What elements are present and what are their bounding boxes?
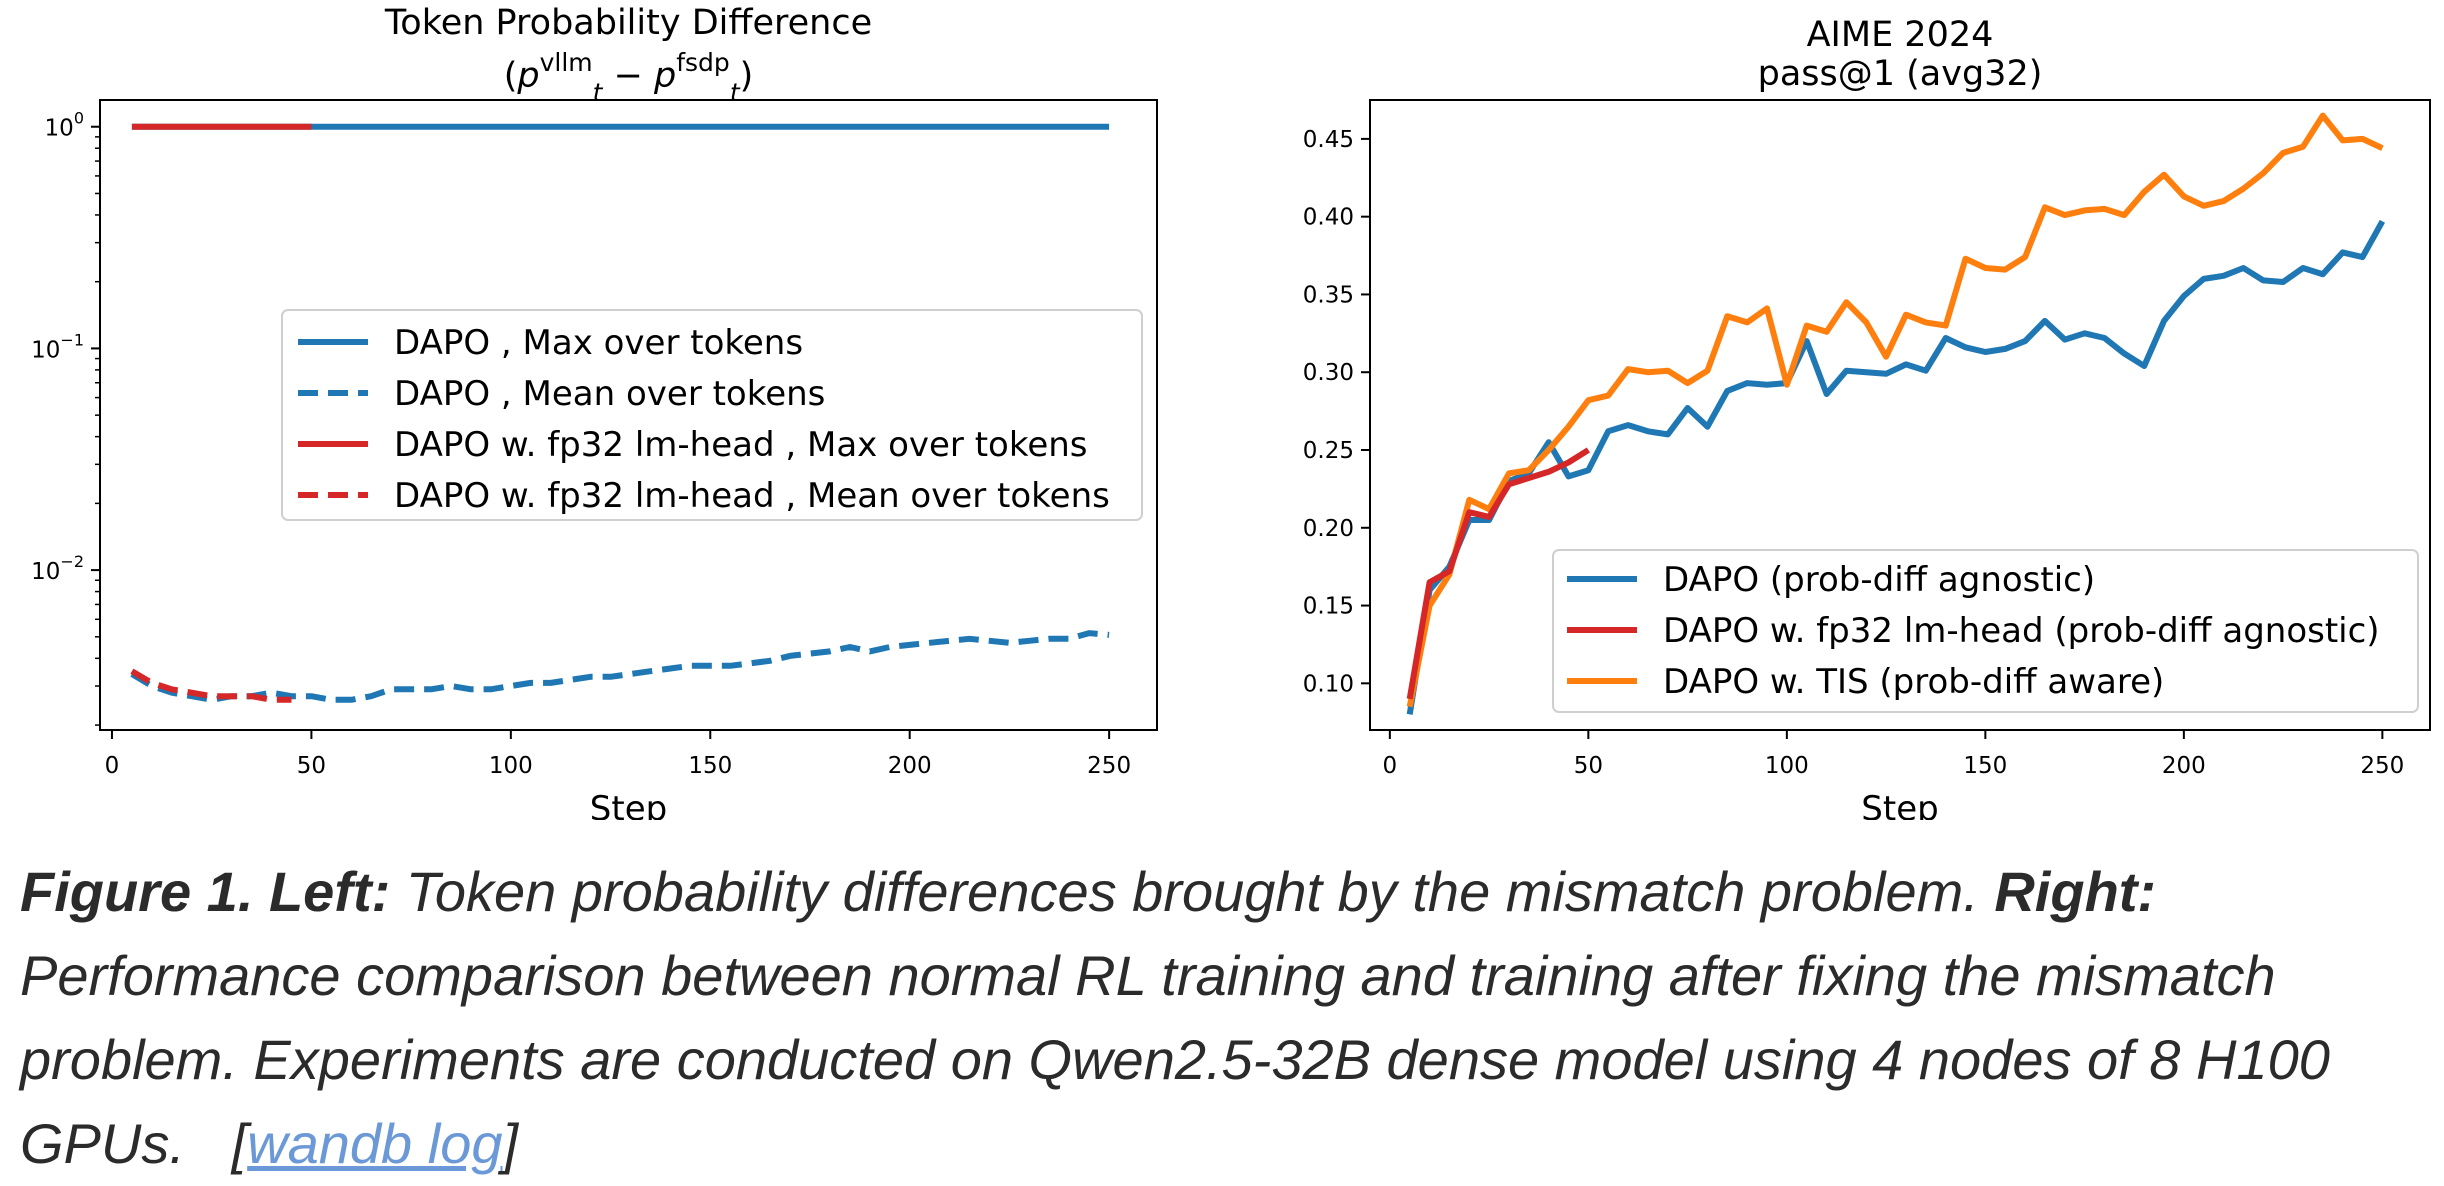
right-plot-frame [1369, 99, 2431, 731]
left-chart-subtitle-part: fsdp [676, 48, 730, 77]
right-series-line-1 [1406, 447, 1590, 700]
left-chart-subtitle-part: p [516, 56, 539, 96]
left-chart-subtitle-part: p [653, 56, 676, 96]
left-x-tick-label: 50 [297, 753, 326, 779]
left-chart: Token Probability Difference(pvllmt − pf… [31, 3, 1158, 820]
right-x-axis-label: Step [1861, 789, 1938, 820]
right-legend [1552, 549, 2419, 713]
right-x-tick-label: 0 [1383, 753, 1398, 779]
left-x-tick-label: 250 [1087, 753, 1131, 779]
right-y-tick-label: 0.20 [1303, 516, 1354, 542]
right-y-tick-label: 0.40 [1303, 205, 1354, 231]
left-y-tick-label: 10−1 [31, 330, 84, 363]
caption-right-text: Performance comparison between normal RL… [20, 944, 2330, 1175]
left-legend-label: DAPO , Max over tokens [394, 323, 803, 363]
left-y-tick-exp: −2 [60, 552, 84, 571]
right-y-tick-label: 0.35 [1303, 282, 1354, 308]
left-series-line-1 [130, 630, 1110, 703]
left-series-line-3 [130, 668, 292, 703]
right-x-tick-label: 200 [2162, 753, 2206, 779]
left-x-tick-label: 100 [489, 753, 533, 779]
left-legend-label: DAPO , Mean over tokens [394, 374, 825, 414]
left-x-tick-label: 200 [888, 753, 932, 779]
left-x-axis-label: Step [590, 789, 667, 820]
right-y-tick-label: 0.30 [1303, 360, 1354, 386]
left-chart-subtitle-part: t [593, 78, 604, 107]
left-legend [281, 309, 1143, 521]
left-chart-subtitle-part: t [730, 78, 741, 107]
left-chart-subtitle-part: − [602, 56, 654, 96]
right-y-tick-label: 0.15 [1303, 594, 1354, 620]
figure-caption: Figure 1. Left: Token probability differ… [20, 850, 2420, 1186]
left-y-tick-label: 100 [45, 109, 84, 142]
right-x-tick-label: 150 [1963, 753, 2007, 779]
left-chart-subtitle-part: ) [740, 56, 754, 96]
left-chart-subtitle: (pvllmt − pfsdpt) [504, 48, 754, 107]
right-x-tick-label: 50 [1574, 753, 1603, 779]
caption-left-label: Left: [268, 860, 391, 923]
left-chart-subtitle-part: ( [504, 56, 518, 96]
figure: Token Probability Difference(pvllmt − pf… [31, 3, 2431, 820]
left-x-tick-label: 0 [105, 753, 120, 779]
wandb-log-link[interactable]: wandb log [247, 1112, 503, 1175]
left-legend-label: DAPO w. fp32 lm-head , Max over tokens [394, 425, 1088, 465]
caption-lead: Figure 1. [20, 860, 254, 923]
right-y-tick-label: 0.10 [1303, 671, 1354, 697]
left-y-tick-label: 10−2 [31, 552, 84, 585]
left-chart-subtitle-part: vllm [540, 48, 593, 77]
left-y-tick-exp: −1 [60, 330, 84, 349]
right-legend-label: DAPO (prob-diff agnostic) [1663, 560, 2095, 600]
caption-link-open: [ [231, 1112, 248, 1175]
left-chart-title: Token Probability Difference [384, 3, 872, 43]
left-y-tick-exp: 0 [74, 109, 84, 128]
right-x-tick-label: 100 [1765, 753, 1809, 779]
caption-link-close: ] [502, 1112, 519, 1175]
left-y-tick-base: 10 [45, 116, 74, 142]
right-y-tick-label: 0.45 [1303, 127, 1354, 153]
right-legend-label: DAPO w. TIS (prob-diff aware) [1663, 662, 2164, 702]
left-legend-label: DAPO w. fp32 lm-head , Mean over tokens [394, 476, 1110, 516]
left-y-tick-base: 10 [31, 559, 60, 585]
right-y-tick-label: 0.25 [1303, 438, 1354, 464]
right-series-line-0 [1406, 219, 2386, 715]
right-legend-label: DAPO w. fp32 lm-head (prob-diff agnostic… [1663, 611, 2380, 651]
left-y-tick-base: 10 [31, 337, 60, 363]
right-chart-subtitle: pass@1 (avg32) [1758, 54, 2043, 94]
caption-right-label: Right: [1994, 860, 2157, 923]
left-x-tick-label: 150 [688, 753, 732, 779]
right-chart-title: AIME 2024 [1807, 15, 1994, 55]
caption-left-text: Token probability differences brought by… [405, 860, 1979, 923]
right-x-tick-label: 250 [2360, 753, 2404, 779]
right-series-line-2 [1406, 112, 2384, 708]
